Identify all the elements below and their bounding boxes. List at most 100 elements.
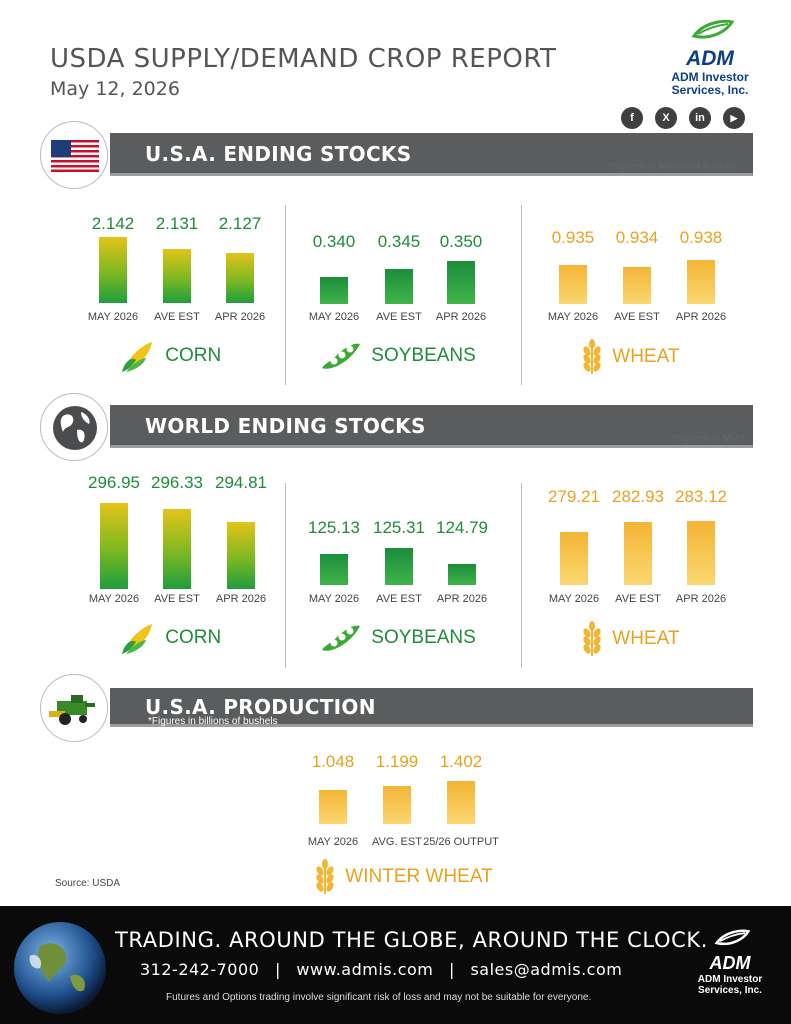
value-label: 283.12 [675, 487, 727, 506]
website-link[interactable]: www.admis.com [296, 960, 434, 979]
bar-usa_wheat-0 [559, 265, 587, 304]
bar-usa_corn-0 [99, 237, 127, 303]
soybeans-group: SOYBEANS [318, 620, 476, 656]
value-label: 296.33 [151, 473, 203, 492]
value-label: 2.131 [155, 214, 199, 233]
category-label: MAY 2026 [88, 593, 140, 605]
bar-world_corn-2 [227, 522, 255, 589]
category-label: AVE EST [154, 593, 200, 605]
email-link[interactable]: sales@admis.com [470, 960, 623, 979]
bar-world_corn-0 [100, 503, 128, 589]
category-label: AVE EST [154, 311, 200, 323]
value-label: 282.93 [612, 487, 664, 506]
category-label: AVE EST [615, 593, 661, 605]
value-label: 0.350 [439, 232, 483, 251]
section-title: U.S.A. PRODUCTION [145, 695, 376, 719]
units-note: *Figures in billions of bushels [148, 716, 278, 727]
category-label: APR 2026 [214, 311, 266, 323]
wheat-icon [583, 621, 601, 656]
category-label: AVG. EST [372, 836, 422, 848]
bar-usa_soy-1 [385, 269, 413, 304]
corn-icon [122, 624, 152, 654]
logo-sub-1: ADM Investor [697, 974, 763, 985]
bar-usa_soy-2 [447, 261, 475, 304]
crop-label: SOYBEANS [371, 345, 476, 366]
globe-icon [53, 406, 97, 450]
bar-usa_soy-0 [320, 277, 348, 304]
section-title: U.S.A. ENDING STOCKS [145, 142, 412, 166]
section-title: WORLD ENDING STOCKS [145, 414, 426, 438]
linkedin-icon[interactable]: in [689, 107, 711, 129]
globe-badge [40, 393, 108, 461]
value-label: 125.13 [308, 518, 360, 537]
category-label: MAY 2026 [307, 836, 359, 848]
bar-usa_corn-1 [163, 248, 191, 303]
value-label: 1.199 [375, 752, 419, 771]
units-note: *Figures in billions of bushels [608, 162, 738, 173]
bar-world_wheat-2 [687, 521, 715, 585]
corn-group: CORN [118, 620, 221, 656]
category-label: AVE EST [614, 311, 660, 323]
value-label: 0.938 [679, 228, 723, 247]
footer-tagline: TRADING. AROUND THE GLOBE, AROUND THE CL… [115, 928, 709, 952]
usa-production-banner: U.S.A. PRODUCTION [110, 688, 753, 724]
divider [521, 483, 522, 668]
source-note: Source: USDA [55, 878, 121, 889]
divider [521, 205, 522, 385]
bar-world_soy-2 [448, 564, 476, 585]
banner-underline [110, 724, 753, 727]
footer-contact: 312-242-7000 | www.admis.com | sales@adm… [140, 960, 622, 979]
logo-name: ADM [686, 47, 734, 70]
bar-world_corn-1 [163, 508, 191, 589]
logo-name: ADM [709, 953, 751, 973]
category-label: MAY 2026 [548, 593, 600, 605]
logo-sub-2: Services, Inc. [698, 985, 762, 996]
world-ending-banner: WORLD ENDING STOCKS [110, 405, 753, 445]
soybean-pod-icon [322, 343, 360, 369]
value-label: 1.048 [311, 752, 355, 771]
category-label: APR 2026 [436, 593, 488, 605]
category-label: APR 2026 [215, 593, 267, 605]
divider [285, 483, 286, 668]
divider [285, 205, 286, 385]
bar-usa_winter_wheat-0 [319, 790, 347, 824]
value-label: 296.95 [88, 473, 140, 492]
value-label: 2.142 [91, 214, 135, 233]
wheat-group: WHEAT [577, 338, 679, 376]
earth-icon [14, 922, 106, 1014]
footer-logo: ADM ADM Investor Services, Inc. [680, 928, 780, 996]
bar-usa_corn-2 [226, 253, 254, 303]
bar-usa_wheat-2 [687, 260, 715, 304]
separator: | [448, 960, 455, 979]
wheat-icon [583, 339, 601, 374]
combine-harvester-icon [49, 695, 95, 725]
usa-ending-banner: U.S.A. ENDING STOCKS [110, 133, 753, 173]
bar-usa_winter_wheat-2 [447, 781, 475, 824]
corn-group: CORN [118, 338, 221, 374]
facebook-icon[interactable]: f [621, 107, 643, 129]
wheat-icon [316, 859, 334, 894]
banner-underline [110, 445, 753, 448]
value-label: 0.345 [377, 232, 421, 251]
us-flag-icon [51, 140, 99, 172]
report-date: May 12, 2026 [50, 78, 180, 100]
category-label: AVE EST [376, 593, 422, 605]
corn-icon [122, 342, 152, 372]
crop-label: CORN [165, 627, 222, 648]
value-label: 2.127 [218, 214, 262, 233]
value-label: 0.934 [615, 228, 659, 247]
phone-link[interactable]: 312-242-7000 [140, 960, 260, 979]
category-label: MAY 2026 [308, 593, 360, 605]
page-title: USDA SUPPLY/DEMAND CROP REPORT [50, 44, 557, 74]
youtube-icon[interactable]: ▶ [723, 107, 745, 129]
crop-label: CORN [165, 345, 222, 366]
value-label: 294.81 [215, 473, 267, 492]
x-icon[interactable]: X [655, 107, 677, 129]
crop-label: SOYBEANS [371, 627, 476, 648]
value-label: 0.935 [551, 228, 595, 247]
category-label: AVE EST [376, 311, 422, 323]
soybeans-group: SOYBEANS [318, 338, 476, 374]
category-label: APR 2026 [675, 593, 727, 605]
bar-world_wheat-1 [624, 521, 652, 585]
value-label: 0.340 [312, 232, 356, 251]
